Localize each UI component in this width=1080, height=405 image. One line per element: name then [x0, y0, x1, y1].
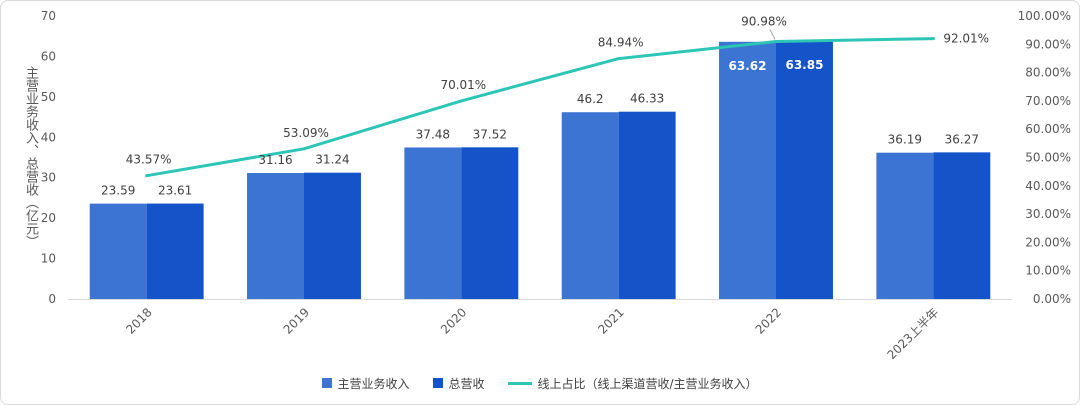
y2-tick-label: 60.00% — [1025, 122, 1071, 136]
y-tick-label: 0 — [48, 292, 56, 306]
bar-data-label: 63.62 — [729, 59, 767, 73]
y-axis-title: 主营业务收入、总营收（亿元） — [23, 66, 38, 248]
line-series-path — [145, 37, 935, 178]
bar-data-label: 23.59 — [101, 184, 135, 198]
legend: 主营业务收入 总营收 线上占比（线上渠道营收/主营业务收入） — [0, 374, 1080, 392]
x-tick-label: 2023上半年 — [884, 305, 941, 362]
bar — [146, 203, 204, 299]
line-data-label: 43.57% — [126, 153, 172, 167]
line-point — [145, 174, 149, 178]
x-tick-label: 2022 — [753, 305, 784, 336]
legend-swatch-main-business-revenue — [322, 378, 333, 388]
data-labels: 23.59 31.16 37.48 46.2 63.62 36.19 23.61 31.24 3… — [101, 15, 989, 198]
bar-data-label: 63.85 — [785, 58, 823, 72]
bar — [247, 173, 304, 299]
legend-label-total-revenue: 总营收 — [448, 376, 485, 391]
y-tick-label: 40 — [41, 130, 56, 144]
legend-item-main-business-revenue: 主营业务收入 — [322, 375, 409, 392]
y2-tick-label: 80.00% — [1025, 66, 1071, 80]
bar — [933, 152, 991, 299]
y2-tick-label: 10.00% — [1025, 264, 1071, 278]
bar — [89, 203, 147, 299]
bar-data-label: 37.52 — [473, 127, 507, 141]
legend-swatch-online-share — [508, 381, 533, 385]
bar — [776, 40, 833, 299]
line-data-label: 53.09% — [283, 126, 329, 140]
bar-data-label: 36.19 — [888, 133, 922, 147]
line-series — [145, 37, 935, 178]
legend-label-online-share: 线上占比（线上渠道营收/主营业务收入） — [537, 376, 758, 391]
legend-swatch-total-revenue — [433, 378, 444, 388]
legend-label-main-business-revenue: 主营业务收入 — [337, 376, 410, 391]
x-tick-label: 2020 — [438, 305, 469, 336]
y2-tick-label: 50.00% — [1025, 151, 1071, 165]
y-tick-label: 10 — [41, 252, 56, 266]
bar — [461, 147, 519, 299]
x-tick-label: 2019 — [281, 305, 312, 336]
line-point — [931, 37, 935, 41]
line-data-label: 70.01% — [440, 78, 486, 92]
bar — [561, 112, 619, 299]
y2-tick-label: 0.00% — [1033, 292, 1071, 306]
line-point — [774, 40, 778, 44]
line-data-label: 90.98% — [741, 15, 787, 29]
line-point — [617, 57, 621, 61]
y-tick-label: 30 — [41, 171, 56, 185]
y2-tick-label: 40.00% — [1025, 179, 1071, 193]
bar — [404, 147, 462, 299]
bar — [876, 152, 934, 299]
bar-data-label: 31.24 — [315, 153, 349, 167]
y2-tick-label: 90.00% — [1025, 37, 1071, 51]
bar-data-label: 31.16 — [258, 153, 292, 167]
line-data-label: 92.01% — [943, 32, 989, 46]
bar-data-label: 46.33 — [630, 92, 664, 106]
legend-item-online-share: 线上占比（线上渠道营收/主营业务收入） — [508, 375, 758, 392]
y-tick-label: 50 — [41, 90, 56, 104]
y-tick-label: 60 — [41, 49, 56, 63]
bars — [89, 40, 991, 300]
line-point — [302, 147, 306, 151]
bar-data-label: 37.48 — [416, 127, 450, 141]
bar-data-label: 36.27 — [945, 132, 979, 146]
bar — [304, 172, 361, 299]
x-tick-label: 2018 — [123, 305, 154, 336]
y-tick-label: 70 — [41, 9, 56, 23]
y-tick-label: 20 — [41, 211, 56, 225]
bar-data-label: 46.2 — [577, 92, 604, 106]
bar — [719, 41, 776, 300]
leader-line — [769, 29, 776, 40]
x-tick-label: 2021 — [595, 305, 626, 336]
line-point — [459, 99, 463, 103]
y2-tick-label: 70.00% — [1025, 94, 1071, 108]
bar-data-label: 23.61 — [158, 184, 192, 198]
line-data-label: 84.94% — [598, 36, 644, 50]
y2-tick-label: 30.00% — [1025, 207, 1071, 221]
legend-item-total-revenue: 总营收 — [433, 375, 484, 392]
bar — [618, 111, 676, 299]
y2-tick-label: 100.00% — [1018, 9, 1071, 23]
y2-tick-label: 20.00% — [1025, 235, 1071, 249]
